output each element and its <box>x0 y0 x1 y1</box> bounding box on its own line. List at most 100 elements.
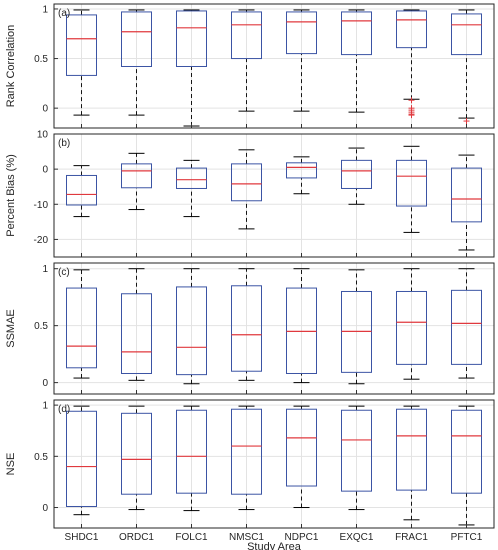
axes-frame <box>53 399 495 529</box>
y-tick-label: 0 <box>42 378 48 389</box>
box-iqr <box>341 11 372 56</box>
panel-label: (d) <box>58 404 70 415</box>
outlier-point <box>408 97 415 104</box>
box-frac1 <box>396 9 427 119</box>
box-iqr <box>451 167 482 223</box>
box-exqc1 <box>341 269 372 385</box>
box-iqr <box>121 163 152 189</box>
box-iqr <box>396 159 427 207</box>
box-iqr <box>396 10 427 49</box>
box-iqr <box>176 10 207 67</box>
box-iqr <box>286 408 317 487</box>
box-ordc1 <box>121 152 152 211</box>
y-axis-label: NSE <box>5 453 17 476</box>
box-iqr <box>176 286 207 376</box>
x-tick-label: FOLC1 <box>175 532 208 543</box>
x-tick-label: SHDC1 <box>65 532 99 543</box>
box-frac1 <box>396 268 427 380</box>
box-exqc1 <box>341 9 372 113</box>
box-iqr <box>231 163 262 202</box>
outlier-point <box>463 118 470 125</box>
box-iqr <box>286 162 317 179</box>
outlier-point <box>408 112 415 119</box>
x-tick-label: NDPC1 <box>285 532 319 543</box>
box-iqr <box>286 11 317 55</box>
y-axis-label: Rank Correlation <box>5 25 17 108</box>
box-iqr <box>341 159 372 189</box>
box-shdc1 <box>66 405 97 516</box>
x-tick-label: NMSC1 <box>229 532 264 543</box>
box-iqr <box>451 289 482 365</box>
box-exqc1 <box>341 147 372 205</box>
box-iqr <box>121 293 152 374</box>
box-ordc1 <box>121 9 152 116</box>
box-nmsc1 <box>231 405 262 511</box>
y-tick-label: -10 <box>34 200 49 211</box>
box-iqr <box>231 11 262 60</box>
box-ordc1 <box>121 405 152 511</box>
y-tick-label: 0.5 <box>34 321 48 332</box>
panel-3: 0 0.5 1 (c) SSMAE <box>5 262 495 395</box>
box-iqr <box>66 174 97 206</box>
box-pftc1 <box>451 268 482 379</box>
box-iqr <box>396 290 427 365</box>
x-tick-label: EXQC1 <box>340 532 374 543</box>
box-frac1 <box>396 145 427 233</box>
box-nmsc1 <box>231 268 262 381</box>
box-exqc1 <box>341 405 372 511</box>
x-tick-label: FRAC1 <box>395 532 428 543</box>
y-tick-label: 1 <box>42 264 48 275</box>
box-ordc1 <box>121 268 152 381</box>
box-folc1 <box>176 9 207 127</box>
y-tick-label: 1 <box>42 4 48 15</box>
box-folc1 <box>176 268 207 385</box>
panel-label: (c) <box>58 267 70 278</box>
box-shdc1 <box>66 165 97 218</box>
box-nmsc1 <box>231 9 262 112</box>
axes-frame <box>53 262 495 395</box>
box-shdc1 <box>66 9 97 116</box>
box-iqr <box>66 410 97 507</box>
box-iqr <box>66 287 97 369</box>
x-tick-label: PFTC1 <box>451 532 483 543</box>
box-ndpc1 <box>286 268 317 384</box>
box-iqr <box>176 409 207 494</box>
box-iqr <box>121 11 152 67</box>
y-tick-label: 1 <box>42 401 48 412</box>
box-frac1 <box>396 405 427 521</box>
box-folc1 <box>176 405 207 512</box>
y-tick-label: 10 <box>37 130 49 141</box>
box-iqr <box>231 285 262 372</box>
box-nmsc1 <box>231 149 262 230</box>
panel-2: -20 -10 0 10 (b) Percent Bias (%) <box>5 130 495 258</box>
box-iqr <box>451 13 482 56</box>
y-tick-label: 0 <box>42 503 48 514</box>
panel-1: 0 0.5 1 (a) Rank Correlation <box>5 3 495 129</box>
box-shdc1 <box>66 269 97 379</box>
x-axis-label: Study Area <box>247 541 302 550</box>
y-tick-label: 0 <box>42 165 48 176</box>
panel-label: (a) <box>58 8 70 19</box>
box-ndpc1 <box>286 405 317 509</box>
box-folc1 <box>176 159 207 218</box>
box-pftc1 <box>451 405 482 526</box>
y-tick-label: 0 <box>42 104 48 115</box>
box-ndpc1 <box>286 9 317 112</box>
x-tick-label: ORDC1 <box>119 532 154 543</box>
box-iqr <box>121 412 152 495</box>
y-tick-label: -20 <box>34 235 49 246</box>
box-iqr <box>176 167 207 189</box>
box-iqr <box>396 408 427 491</box>
y-axis-label: SSMAE <box>5 309 17 348</box>
y-axis-label: Percent Bias (%) <box>5 154 17 237</box>
axes-frame <box>53 3 495 129</box>
box-iqr <box>341 409 372 492</box>
box-pftc1 <box>451 9 482 125</box>
axes-frame <box>53 133 495 258</box>
box-pftc1 <box>451 154 482 251</box>
panel-4: 0 0.5 1 (d) NSE <box>5 399 495 529</box>
box-iqr <box>66 14 97 76</box>
box-ndpc1 <box>286 156 317 195</box>
y-tick-label: 0.5 <box>34 452 48 463</box>
